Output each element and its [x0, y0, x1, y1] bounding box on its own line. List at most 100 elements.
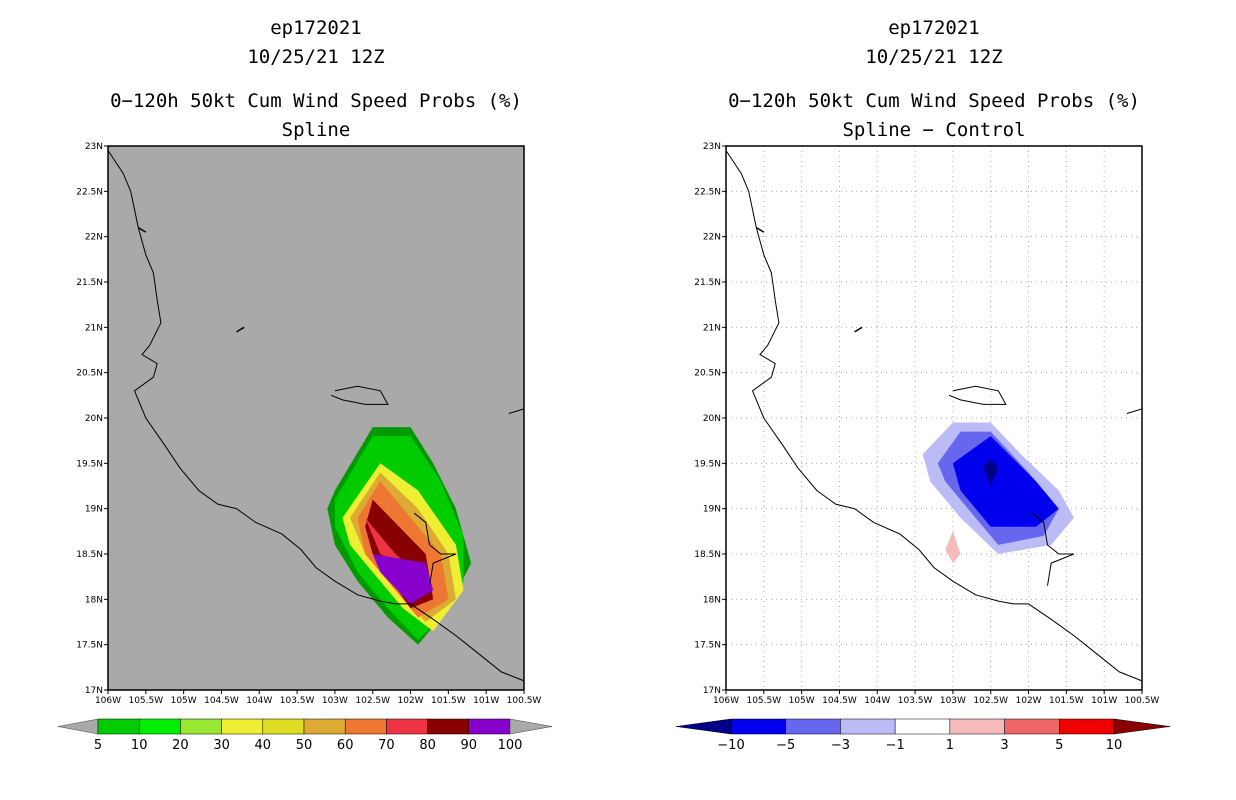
x-tick-label: 103W	[322, 696, 348, 706]
y-tick-label: 17N	[85, 686, 103, 696]
colorbar-over-arrow	[509, 718, 553, 735]
lake-outline	[330, 385, 389, 405]
y-tick-label: 19.5N	[76, 459, 103, 469]
y-tick-label: 23N	[703, 142, 721, 152]
colorbar-label: 20	[172, 738, 189, 753]
y-tick-label: 21N	[85, 323, 103, 333]
y-tick-label: 17.5N	[76, 641, 103, 651]
x-tick-label: 100.5W	[1125, 696, 1160, 706]
colorbar-label: 5	[1055, 738, 1063, 753]
colorbar-swatch	[427, 718, 470, 735]
colorbar-swatch	[1059, 718, 1115, 735]
right-storm-id: ep172021	[888, 17, 980, 39]
y-tick-label: 18.5N	[76, 550, 103, 560]
colorbar-swatch	[180, 718, 222, 735]
right-chart-title: 0−120h 50kt Cum Wind Speed Probs (%)	[728, 90, 1140, 112]
contour--5	[952, 436, 1059, 527]
colorbar-label: 5	[94, 738, 102, 753]
y-tick-label: 20.5N	[694, 369, 721, 379]
y-tick-label: 17.5N	[694, 641, 721, 651]
colorbar-swatch	[303, 718, 346, 735]
left-panel-title: ep172021 10/25/21 12Z 0−120h 50kt Cum Wi…	[108, 14, 524, 145]
contour-1	[945, 531, 961, 564]
y-tick-label: 22.5N	[76, 187, 103, 197]
colorbar-label: 10	[1106, 738, 1123, 753]
lake-mark	[1126, 408, 1143, 414]
colorbar-over-arrow	[1113, 718, 1171, 735]
x-tick-label: 100.5W	[507, 696, 542, 706]
y-tick-label: 21.5N	[694, 278, 721, 288]
y-tick-label: 18N	[85, 595, 103, 605]
x-tick-label: 103.5W	[280, 696, 315, 706]
colorbar: 5 10 20 30 40 50 60 70 80 90 100	[57, 718, 553, 753]
y-tick-label: 17N	[703, 686, 721, 696]
map-panel-2: 106W 105.5W 105W 104.5W 104W 103.5W 103W 102.5W…	[675, 142, 1171, 753]
x-tick-label: 101.5W	[1049, 696, 1084, 706]
colorbar-label: −1	[886, 738, 905, 753]
y-tick-label: 19N	[703, 505, 721, 515]
right-panel-title: ep172021 10/25/21 12Z 0−120h 50kt Cum Wi…	[726, 14, 1142, 145]
right-datetime: 10/25/21 12Z	[865, 46, 1003, 68]
colorbar-swatch	[386, 718, 428, 735]
map-panel-1: 106W 105.5W 105W 104.5W 104W 103.5W 103W 102.5W…	[57, 142, 553, 753]
colorbar: −10 −5 −3 −1 1 3 5 10	[675, 718, 1171, 753]
colorbar-label: 80	[419, 738, 436, 753]
y-tick-label: 20N	[703, 414, 721, 424]
contour-100	[372, 554, 434, 604]
x-tick-label: 105W	[789, 696, 815, 706]
island-mark	[137, 226, 147, 233]
colorbar-label: 1	[946, 738, 954, 753]
x-tick-label: 106W	[95, 696, 121, 706]
y-tick-label: 22.5N	[694, 187, 721, 197]
x-tick-label: 105.5W	[128, 696, 163, 706]
x-tick-label: 105.5W	[746, 696, 781, 706]
y-tick-label: 21N	[703, 323, 721, 333]
x-tick-label: 103W	[940, 696, 966, 706]
colorbar-swatch	[221, 718, 264, 735]
colorbar-label: −5	[776, 738, 795, 753]
left-chart-title: 0−120h 50kt Cum Wind Speed Probs (%)	[110, 90, 522, 112]
colorbar-label: 40	[255, 738, 272, 753]
x-tick-label: 102W	[398, 696, 424, 706]
colorbar-label: 100	[498, 738, 523, 753]
colorbar-swatch	[344, 718, 387, 735]
lake-outline	[948, 385, 1007, 405]
colorbar-label: −10	[717, 738, 744, 753]
colorbar-label: 10	[131, 738, 148, 753]
island-mark	[854, 326, 863, 333]
colorbar-label: −3	[831, 738, 850, 753]
x-tick-label: 102.5W	[973, 696, 1008, 706]
x-tick-label: 105W	[171, 696, 197, 706]
x-tick-label: 104W	[864, 696, 890, 706]
x-tick-label: 101W	[473, 696, 499, 706]
y-tick-label: 18N	[703, 595, 721, 605]
colorbar-under-arrow	[57, 718, 99, 735]
colorbar-swatch	[785, 718, 841, 735]
right-chart-subtitle: Spline − Control	[842, 119, 1026, 141]
y-tick-label: 18.5N	[694, 550, 721, 560]
y-tick-label: 22N	[85, 233, 103, 243]
colorbar-label: 60	[337, 738, 354, 753]
y-tick-label: 19N	[85, 505, 103, 515]
colorbar-swatch	[949, 718, 1005, 735]
coastline	[725, 150, 1143, 682]
y-tick-label: 21.5N	[76, 278, 103, 288]
colorbar-swatch	[138, 718, 181, 735]
lake-mark	[508, 408, 525, 414]
coastline	[107, 150, 525, 682]
colorbar-label: 50	[296, 738, 313, 753]
contour--10	[983, 458, 999, 486]
x-tick-label: 102W	[1016, 696, 1042, 706]
colorbar-swatch	[97, 718, 140, 735]
y-tick-label: 20.5N	[76, 369, 103, 379]
left-chart-subtitle: Spline	[281, 119, 351, 141]
y-tick-label: 19.5N	[694, 459, 721, 469]
colorbar-label: 70	[378, 738, 395, 753]
colorbar-swatch	[262, 718, 305, 735]
map-background	[108, 146, 524, 690]
y-tick-label: 20N	[85, 414, 103, 424]
y-tick-label: 22N	[703, 233, 721, 243]
left-storm-id: ep172021	[270, 17, 362, 39]
colorbar-swatch	[468, 718, 511, 735]
